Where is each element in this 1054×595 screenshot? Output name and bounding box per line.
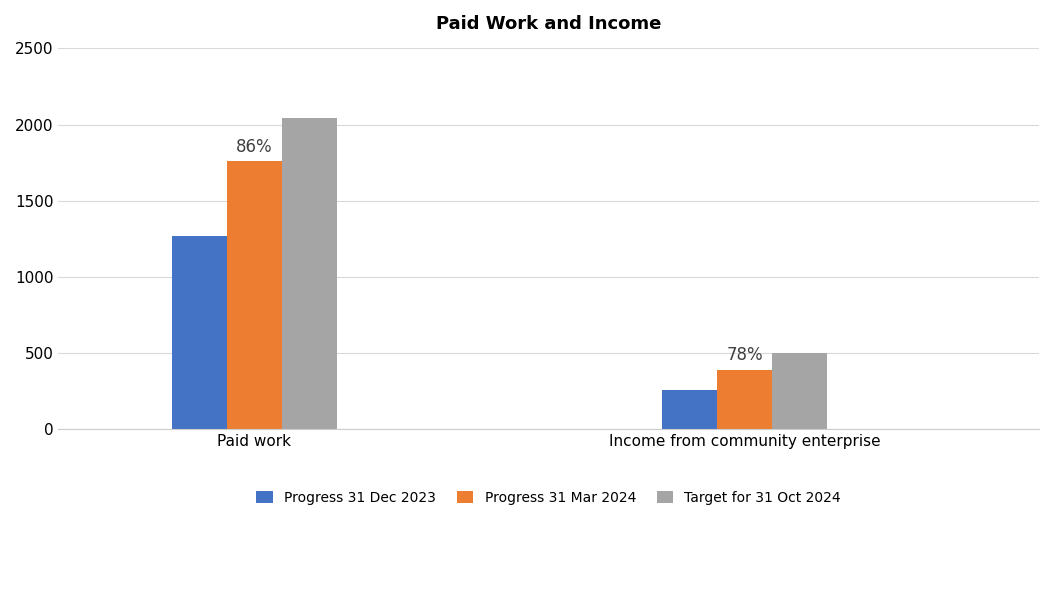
Bar: [662, 390, 718, 429]
Title: Paid Work and Income: Paid Work and Income: [436, 15, 661, 33]
Bar: [172, 236, 227, 429]
Bar: [282, 118, 337, 429]
Bar: [718, 369, 773, 429]
Text: 86%: 86%: [236, 137, 273, 156]
Bar: [773, 353, 827, 429]
Text: 78%: 78%: [726, 346, 763, 364]
Bar: [227, 161, 282, 429]
Legend: Progress 31 Dec 2023, Progress 31 Mar 2024, Target for 31 Oct 2024: Progress 31 Dec 2023, Progress 31 Mar 20…: [251, 486, 846, 511]
